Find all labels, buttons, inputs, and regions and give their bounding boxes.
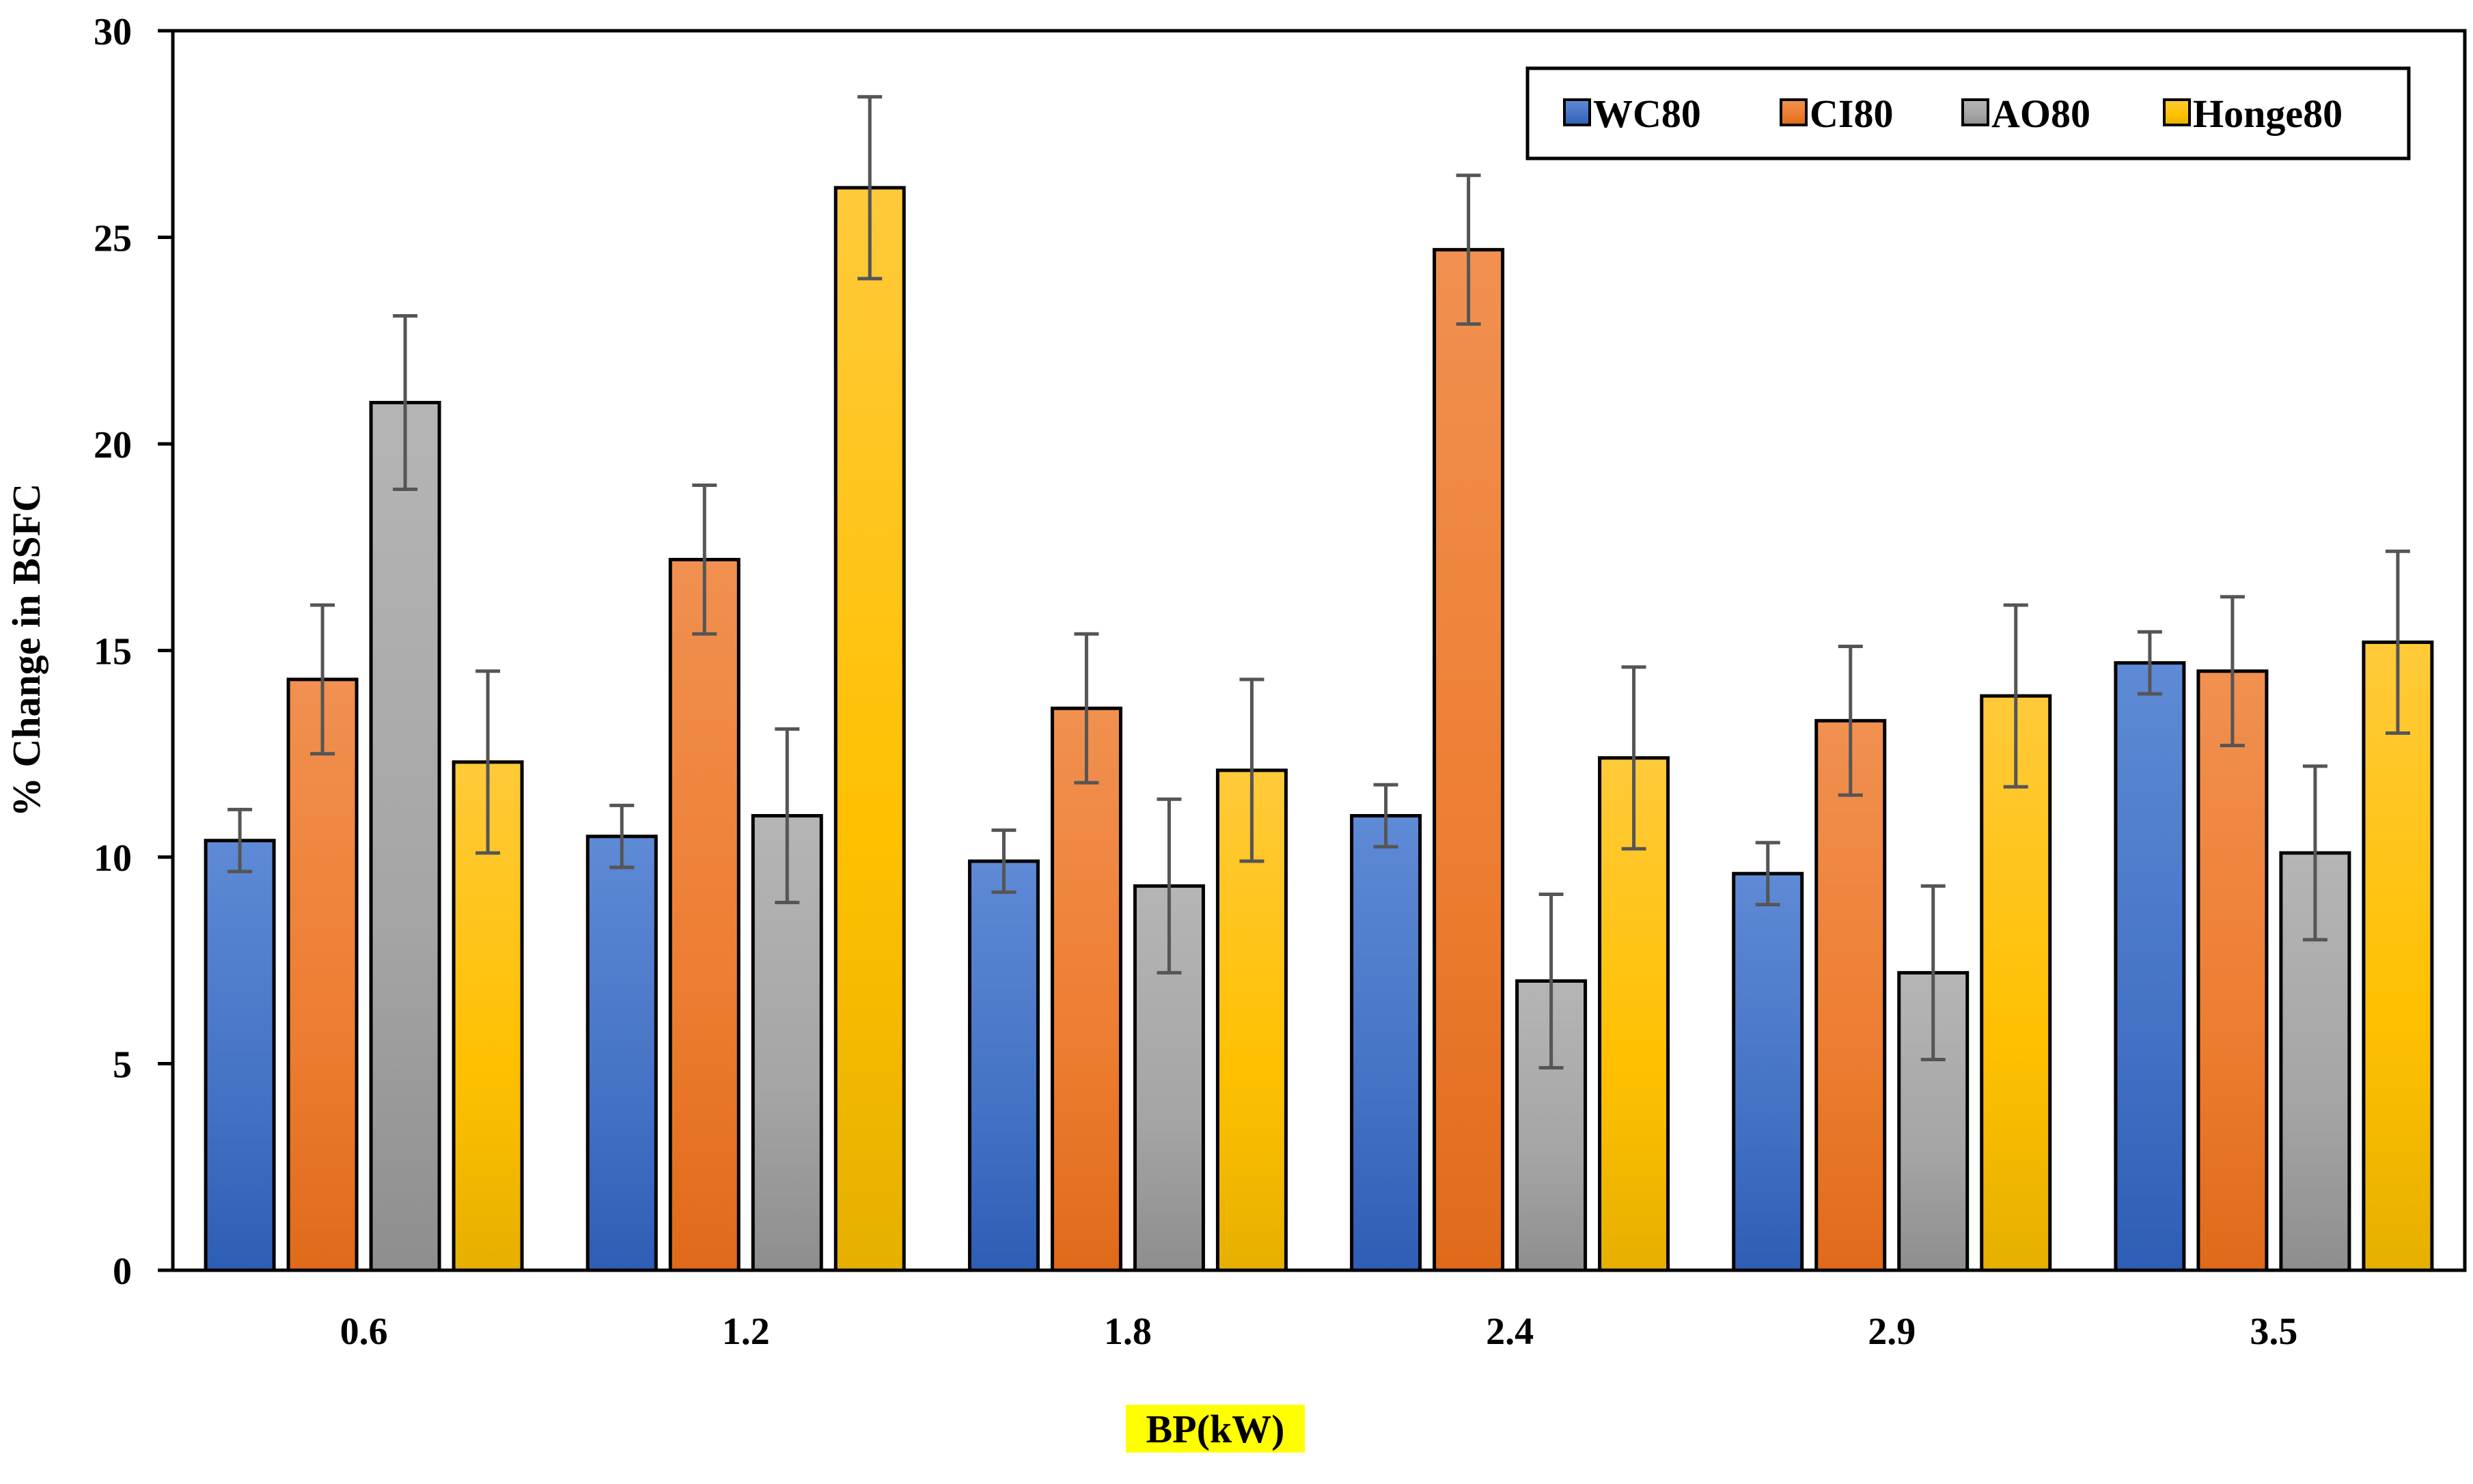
bar-wc80-1.2 xyxy=(585,835,658,1272)
error-bar-ci80-2.9 xyxy=(1838,644,1863,797)
bar-honge80-0.6 xyxy=(452,760,524,1272)
y-tick-label: 10 xyxy=(94,837,132,880)
x-tick-label: 1.8 xyxy=(1104,1311,1152,1353)
x-tick-label: 1.2 xyxy=(722,1311,770,1353)
legend-swatch-wc80 xyxy=(1563,98,1591,126)
error-bar-ao80-1.8 xyxy=(1157,797,1182,975)
x-tick-label: 2.9 xyxy=(1868,1311,1916,1353)
bar-wc80-2.9 xyxy=(1732,871,1804,1272)
error-bar-honge80-2.9 xyxy=(2003,603,2028,789)
y-tick-label: 25 xyxy=(94,218,132,260)
error-bar-ci80-3.5 xyxy=(2220,595,2245,748)
error-bar-honge80-1.8 xyxy=(1239,677,1265,863)
error-bar-wc80-1.8 xyxy=(991,828,1017,894)
bar-honge80-1.8 xyxy=(1215,768,1288,1272)
error-bar-wc80-2.4 xyxy=(1373,783,1398,849)
bar-wc80-2.4 xyxy=(1350,814,1422,1272)
x-tick-label: 0.6 xyxy=(340,1311,388,1353)
error-bar-ci80-2.4 xyxy=(1456,173,1481,326)
legend-label-ci80: CI80 xyxy=(1810,92,1893,136)
error-bar-ao80-1.2 xyxy=(775,727,800,905)
error-bar-honge80-3.5 xyxy=(2385,549,2410,735)
error-bar-wc80-0.6 xyxy=(227,807,253,873)
x-tick-label: 2.4 xyxy=(1486,1311,1534,1353)
error-bar-honge80-2.4 xyxy=(1621,665,1646,851)
legend-label-wc80: WC80 xyxy=(1593,92,1701,136)
error-bar-ci80-1.2 xyxy=(692,484,717,636)
bar-wc80-0.6 xyxy=(204,839,276,1272)
bar-ci80-1.8 xyxy=(1050,706,1122,1272)
legend-label-ao80: AO80 xyxy=(1991,92,2090,136)
bar-ci80-2.9 xyxy=(1814,718,1887,1272)
x-axis-ticks: 0.6 1.2 1.8 2.4 2.9 3.5 xyxy=(340,1311,2298,1353)
bar-ci80-2.4 xyxy=(1433,248,1505,1272)
error-bar-wc80-3.5 xyxy=(2137,630,2162,696)
error-bar-ao80-2.9 xyxy=(1920,884,1946,1061)
y-tick-label: 5 xyxy=(113,1044,132,1087)
y-axis-title: % Change in BSFC xyxy=(4,484,49,817)
bar-honge80-1.2 xyxy=(833,186,906,1272)
error-bar-ao80-3.5 xyxy=(2302,764,2327,942)
legend-swatch-ao80 xyxy=(1961,98,1989,126)
bar-honge80-2.4 xyxy=(1598,756,1670,1272)
legend-swatch-ci80 xyxy=(1780,98,1808,126)
legend-items: WC80 CI80 AO80 Honge80 xyxy=(1563,92,2343,136)
error-bar-ao80-2.4 xyxy=(1538,892,1564,1070)
y-tick-label: 0 xyxy=(113,1250,132,1293)
error-bar-ci80-0.6 xyxy=(310,603,335,756)
x-axis-title-highlight xyxy=(1126,1405,1305,1453)
bar-ao80-0.6 xyxy=(369,401,441,1272)
bar-wc80-3.5 xyxy=(2114,661,2186,1272)
bar-ci80-0.6 xyxy=(286,677,359,1272)
error-bar-wc80-1.2 xyxy=(609,803,635,869)
plot-area xyxy=(171,29,2467,1272)
error-bar-wc80-2.9 xyxy=(1755,841,1780,907)
y-tick-label: 20 xyxy=(94,424,132,466)
bar-ci80-1.2 xyxy=(668,557,741,1272)
y-tick-label: 15 xyxy=(94,631,132,673)
error-bar-honge80-0.6 xyxy=(475,669,501,855)
error-bars-layer xyxy=(227,95,2410,1070)
bar-honge80-3.5 xyxy=(2362,640,2434,1272)
error-bar-honge80-1.2 xyxy=(857,95,883,281)
error-bar-ao80-0.6 xyxy=(393,313,418,492)
error-bar-ci80-1.8 xyxy=(1074,632,1099,785)
bar-wc80-1.8 xyxy=(967,859,1040,1272)
bar-ci80-3.5 xyxy=(2196,669,2269,1272)
legend-swatch-honge80 xyxy=(2163,98,2191,126)
y-axis-ticks: 0 5 10 15 20 25 30 xyxy=(94,11,173,1293)
x-tick-label: 3.5 xyxy=(2250,1311,2297,1353)
legend: WC80 CI80 AO80 Honge80 xyxy=(1525,66,2411,160)
legend-label-honge80: Honge80 xyxy=(2193,92,2343,136)
y-tick-label: 30 xyxy=(94,11,132,53)
x-axis-title: BP(kW) xyxy=(1146,1407,1285,1451)
